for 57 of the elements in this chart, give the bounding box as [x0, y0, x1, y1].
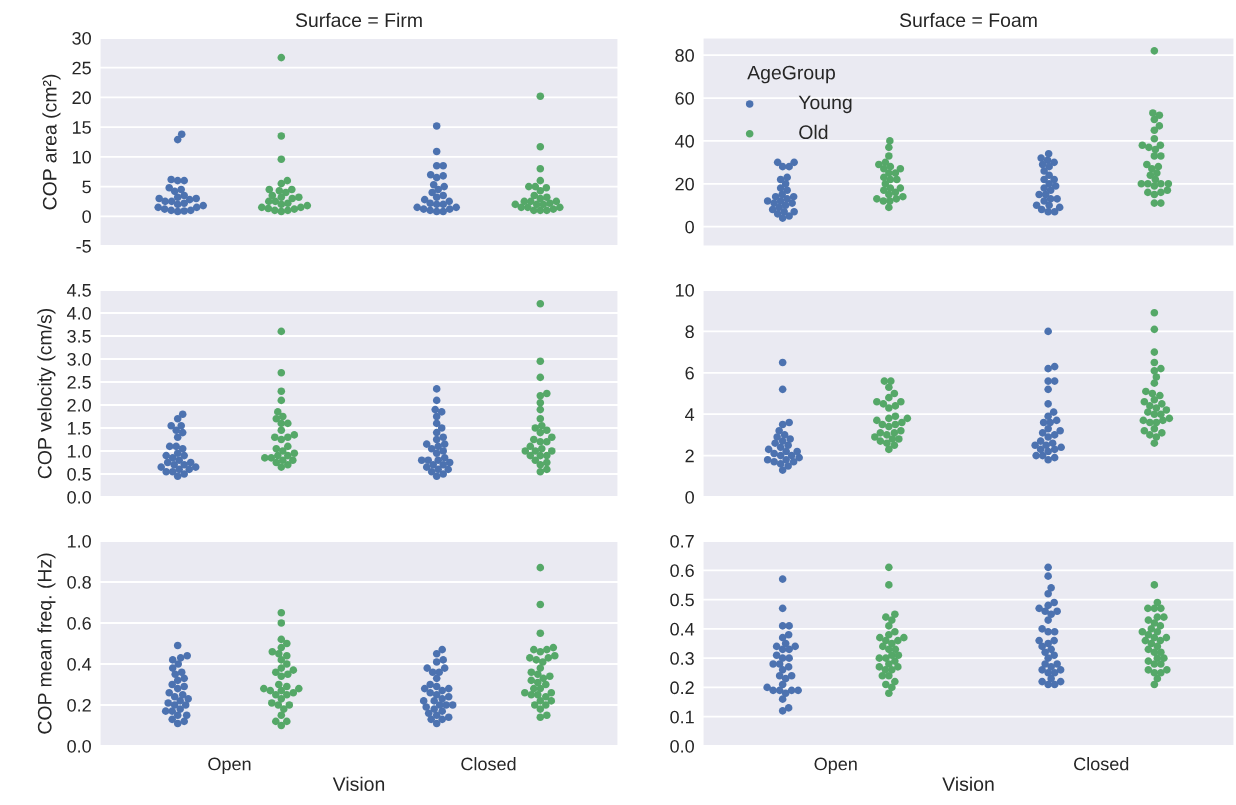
y-tick-label: 5	[82, 180, 91, 194]
y-tick-label: 0.0	[670, 739, 694, 753]
legend-title: AgeGroup	[747, 65, 835, 84]
y-tick-label: 4.0	[66, 306, 91, 320]
y-tick-label: 1.0	[67, 534, 91, 548]
x-tick-label: Open	[814, 757, 857, 774]
y-tick-label: 0.6	[67, 616, 91, 630]
y-tick-label: 80	[675, 49, 694, 62]
y-tick-label: 4.5	[66, 284, 91, 297]
x-axis-title: Vision	[332, 776, 385, 791]
y-tick-label: 0.5	[67, 467, 91, 481]
y-tick-label: 4	[685, 408, 695, 421]
y-tick-label: 0.7	[670, 534, 694, 548]
y-tick-label: 10	[675, 283, 694, 297]
y-tick-label: 30	[72, 31, 91, 45]
y-tick-label: 0.4	[670, 622, 695, 636]
y-tick-label: 1.5	[67, 422, 91, 435]
y-tick-label: 6	[685, 366, 694, 380]
legend-label: Young	[798, 95, 852, 114]
y-tick-label: 60	[675, 91, 694, 105]
y-tick-label: 0.0	[67, 490, 91, 504]
y-tick-label: 2	[685, 449, 694, 463]
legend-label: Old	[799, 124, 828, 140]
y-axis-title: COP velocity (cm/s)	[37, 308, 56, 479]
y-tick-label: 25	[72, 61, 91, 75]
y-tick-label: 20	[675, 177, 694, 191]
y-tick-label: 3.5	[67, 329, 91, 343]
y-tick-label: 40	[675, 134, 694, 148]
y-tick-label: 0.0	[67, 739, 91, 753]
x-tick-label: Closed	[461, 757, 516, 771]
y-tick-label: -5	[76, 240, 91, 253]
y-tick-label: 1.0	[67, 444, 91, 458]
y-tick-label: 10	[72, 150, 91, 164]
y-tick-label: 0.1	[670, 710, 694, 724]
y-tick-label: 0.3	[670, 652, 694, 665]
x-tick-label: Closed	[1074, 757, 1129, 771]
y-axis-title: COP area (cm²)	[42, 74, 61, 210]
y-tick-label: 3.0	[67, 352, 91, 366]
chart-title: Surface = Foam	[899, 12, 1037, 28]
x-tick-label: Open	[208, 757, 251, 774]
y-tick-label: 20	[72, 91, 91, 105]
y-tick-label: 0.2	[670, 681, 694, 695]
y-tick-label: 2.5	[67, 375, 91, 389]
y-tick-label: 2.0	[67, 398, 91, 412]
y-tick-label: 0	[685, 490, 694, 504]
y-tick-label: 15	[72, 121, 91, 134]
y-tick-label: 8	[685, 325, 694, 339]
chart-title: Surface = Firm	[295, 12, 422, 28]
y-tick-label: 0.8	[67, 575, 91, 589]
y-tick-label: 0	[82, 210, 91, 224]
x-axis-title: Vision	[942, 776, 994, 791]
y-tick-label: 0.2	[67, 698, 91, 712]
y-tick-label: 0.4	[67, 657, 92, 671]
y-tick-label: 0.5	[670, 593, 694, 607]
y-tick-label: 0	[685, 220, 694, 234]
y-tick-label: 0.6	[670, 564, 694, 578]
y-axis-title: COP mean freq. (Hz)	[37, 553, 56, 734]
